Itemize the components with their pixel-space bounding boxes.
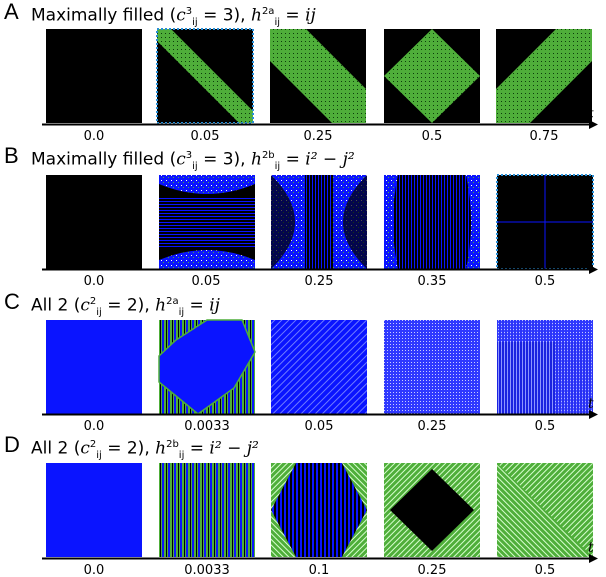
row-a-snapshot-1 (46, 29, 142, 123)
row-d-panel-letter: D (4, 432, 20, 457)
row-c-panel-letter: C (4, 289, 20, 314)
row-d-tick-4: 0.25 (418, 563, 447, 577)
row-b-tick-3: 0.25 (305, 274, 334, 289)
row-c-tick-1: 0.0 (84, 419, 105, 434)
row-b-snapshot-2 (159, 175, 255, 269)
row-c-title: All 2 (c2ij = 2), h2aij = ij (31, 295, 220, 319)
row-c-axis-label: t (588, 396, 594, 412)
row-d-tick-5: 0.5 (535, 563, 556, 577)
row-c-graphics: t 0.0 0.0033 0.05 0.25 0.5 (42, 319, 598, 434)
row-a-panel-letter: A (4, 0, 19, 24)
row-d-snapshot-5 (497, 463, 593, 557)
row-a-graphics: t 0.0 0.05 0.25 0.5 0.75 (42, 28, 598, 144)
row-d-snapshot-4 (384, 463, 480, 557)
row-b-axis-label: t (588, 251, 594, 267)
row-a-tick-4: 0.5 (422, 129, 443, 144)
row-b-tick-5: 0.5 (535, 274, 556, 289)
row-c-snapshot-2 (158, 319, 256, 415)
row-a-tick-5: 0.75 (530, 129, 559, 144)
row-c: t 0.0 0.0033 0.05 0.25 0.5 C All 2 (c2ij… (0, 290, 606, 434)
row-a-axis-label: t (588, 106, 594, 122)
row-d-axis-arrow (589, 554, 598, 563)
row-c-tick-3: 0.05 (305, 419, 334, 434)
row-d-snapshot-1 (46, 463, 142, 557)
row-a-snapshot-3 (270, 29, 366, 123)
row-b-title: Maximally filled (c3ij = 3), h2bij = i² … (31, 149, 355, 173)
row-d-title: All 2 (c2ij = 2), h2bij = i² − j² (31, 438, 259, 462)
row-c-snapshot-1 (46, 320, 142, 414)
row-b-snapshot-1 (46, 175, 142, 269)
row-b: t 0.0 0.05 0.25 0.35 0.5 B Maximally fil… (0, 143, 606, 289)
row-a: t 0.0 0.05 0.25 0.5 0.75 A Maximally fil… (0, 0, 606, 144)
row-a-tick-1: 0.0 (84, 129, 105, 144)
row-d-tick-3: 0.1 (309, 563, 330, 577)
row-d-tick-2: 0.0033 (184, 563, 230, 577)
row-a-axis-arrow (589, 120, 598, 129)
row-b-tick-1: 0.0 (84, 274, 105, 289)
row-a-snapshot-2 (156, 28, 254, 124)
row-a-snapshot-4 (384, 29, 480, 123)
row-b-panel-letter: B (4, 143, 19, 168)
row-b-tick-2: 0.05 (192, 274, 221, 289)
row-c-tick-4: 0.25 (418, 419, 447, 434)
row-b-snapshot-4 (384, 175, 480, 269)
row-d-snapshot-2 (159, 463, 255, 557)
row-b-axis-arrow (589, 265, 598, 274)
row-a-snapshot-5 (496, 29, 592, 123)
row-c-snapshot-5 (497, 320, 593, 414)
row-c-axis-arrow (589, 410, 598, 419)
row-d-tick-1: 0.0 (84, 563, 105, 577)
row-d: t 0.0 0.0033 0.1 0.25 0.5 D All 2 (c2ij … (0, 433, 606, 577)
row-c-snapshot-3 (271, 320, 367, 414)
row-a-tick-3: 0.25 (304, 129, 333, 144)
row-c-tick-5: 0.5 (535, 419, 556, 434)
row-d-axis-label: t (588, 540, 594, 556)
row-d-snapshot-3 (271, 463, 367, 557)
row-a-tick-2: 0.05 (191, 129, 220, 144)
row-c-snapshot-4 (384, 320, 480, 414)
row-d-graphics: t 0.0 0.0033 0.1 0.25 0.5 (42, 463, 598, 577)
row-b-snapshot-5 (496, 174, 594, 270)
row-b-tick-4: 0.35 (418, 274, 447, 289)
row-c-tick-2: 0.0033 (184, 419, 230, 434)
row-a-title: Maximally filled (c3ij = 3), h2aij = ij (31, 5, 316, 29)
row-b-snapshot-3 (271, 175, 367, 269)
row-b-graphics: t 0.0 0.05 0.25 0.35 0.5 (42, 174, 598, 289)
